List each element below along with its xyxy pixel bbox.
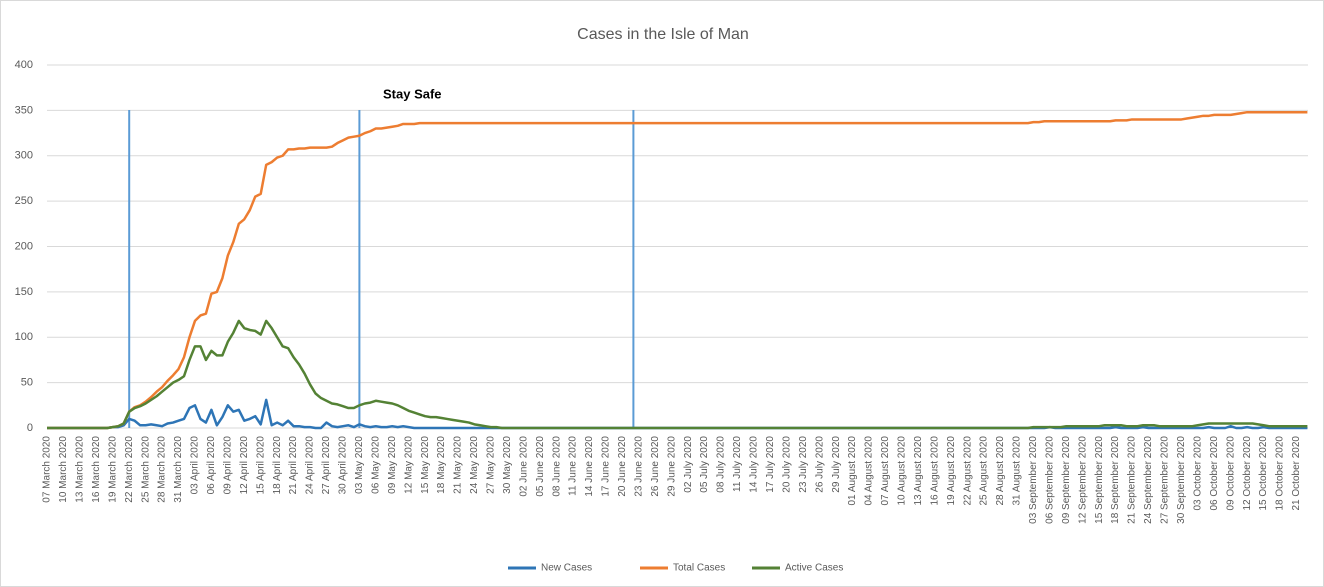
x-tick-label: 03 May 2020 — [354, 436, 365, 494]
x-tick-label: 05 June 2020 — [535, 436, 546, 497]
x-tick-label: 30 May 2020 — [502, 436, 513, 494]
x-tick-label: 27 April 2020 — [321, 436, 332, 495]
x-tick-label: 06 September 2020 — [1044, 436, 1055, 524]
y-tick-label: 100 — [15, 331, 33, 343]
x-tick-label: 23 June 2020 — [633, 436, 644, 497]
data-line — [47, 110, 1308, 430]
x-tick-label: 16 March 2020 — [91, 436, 102, 503]
x-tick-label: 06 May 2020 — [370, 436, 381, 494]
x-tick-label: 02 July 2020 — [683, 436, 694, 493]
x-tick-label: 15 May 2020 — [420, 436, 431, 494]
legend-item: Active Cases — [752, 563, 843, 574]
y-tick-label: 150 — [15, 286, 33, 298]
x-tick-label: 28 August 2020 — [995, 436, 1006, 506]
x-tick-label: 16 August 2020 — [929, 436, 940, 506]
x-tick-label: 09 October 2020 — [1225, 436, 1236, 511]
x-tick-label: 19 March 2020 — [107, 436, 118, 503]
x-tick-label: 27 September 2020 — [1160, 436, 1171, 524]
x-tick-label: 14 June 2020 — [584, 436, 595, 497]
x-tick-label: 24 September 2020 — [1143, 436, 1154, 524]
x-tick-label: 10 August 2020 — [897, 436, 908, 506]
x-tick-label: 09 September 2020 — [1061, 436, 1072, 524]
x-tick-label: 25 March 2020 — [140, 436, 151, 503]
x-tick-label: 09 May 2020 — [387, 436, 398, 494]
x-tick-label: 27 May 2020 — [486, 436, 497, 494]
y-tick-label: 400 — [15, 59, 33, 71]
y-tick-label: 250 — [15, 195, 33, 207]
x-tick-label: 15 April 2020 — [255, 436, 266, 495]
x-tick-label: 24 April 2020 — [305, 436, 316, 495]
y-tick-label: 50 — [21, 377, 33, 389]
y-tick-label: 0 — [27, 422, 33, 434]
x-tick-label: 26 June 2020 — [650, 436, 661, 497]
x-tick-label: 13 March 2020 — [75, 436, 86, 503]
legend-label: Total Cases — [673, 563, 725, 574]
x-tick-label: 20 June 2020 — [617, 436, 628, 497]
x-tick-label: 21 October 2020 — [1291, 436, 1302, 511]
x-tick-label: 29 July 2020 — [831, 436, 842, 493]
x-tick-label: 10 March 2020 — [58, 436, 69, 503]
x-tick-label: 26 July 2020 — [814, 436, 825, 493]
x-tick-label: 06 October 2020 — [1209, 436, 1220, 511]
x-tick-label: 15 October 2020 — [1258, 436, 1269, 511]
x-tick-label: 04 August 2020 — [864, 436, 875, 506]
x-tick-label: 22 March 2020 — [124, 436, 135, 503]
x-tick-label: 20 July 2020 — [781, 436, 792, 493]
x-tick-label: 01 August 2020 — [847, 436, 858, 506]
legend-label: Active Cases — [785, 563, 843, 574]
x-tick-label: 18 October 2020 — [1275, 436, 1286, 511]
y-tick-label: 300 — [15, 150, 33, 162]
x-tick-label: 30 September 2020 — [1176, 436, 1187, 524]
annotation: Stay Safe — [383, 86, 442, 101]
x-tick-label: 31 March 2020 — [173, 436, 184, 503]
x-tick-label: 12 May 2020 — [403, 436, 414, 494]
legend-item: Total Cases — [640, 563, 725, 574]
x-tick-label: 31 August 2020 — [1012, 436, 1023, 506]
x-tick-label: 07 March 2020 — [42, 436, 53, 503]
legend-item: New Cases — [508, 563, 592, 574]
x-tick-label: 08 July 2020 — [716, 436, 727, 493]
y-tick-label: 350 — [15, 104, 33, 116]
x-tick-label: 21 April 2020 — [288, 436, 299, 495]
x-tick-label: 15 September 2020 — [1094, 436, 1105, 524]
x-tick-label: 22 August 2020 — [962, 436, 973, 506]
x-tick-label: 09 April 2020 — [222, 436, 233, 495]
x-tick-label: 21 September 2020 — [1127, 436, 1138, 524]
x-tick-label: 05 July 2020 — [699, 436, 710, 493]
x-tick-label: 03 September 2020 — [1028, 436, 1039, 524]
chart-title: Cases in the Isle of Man — [577, 26, 749, 43]
legend-label: New Cases — [541, 563, 592, 574]
x-tick-label: 13 August 2020 — [913, 436, 924, 506]
x-tick-label: 21 May 2020 — [453, 436, 464, 494]
x-tick-label: 07 August 2020 — [880, 436, 891, 506]
x-tick-label: 18 April 2020 — [272, 436, 283, 495]
x-tick-label: 17 July 2020 — [765, 436, 776, 493]
x-tick-label: 18 May 2020 — [436, 436, 447, 494]
x-tick-label: 03 October 2020 — [1192, 436, 1203, 511]
x-tick-label: 18 September 2020 — [1110, 436, 1121, 524]
data-line — [47, 319, 1308, 430]
x-tick-label: 25 August 2020 — [979, 436, 990, 506]
x-tick-label: 06 April 2020 — [206, 436, 217, 495]
x-tick-label: 14 July 2020 — [749, 436, 760, 493]
x-tick-label: 19 August 2020 — [946, 436, 957, 506]
x-tick-label: 28 March 2020 — [157, 436, 168, 503]
x-tick-label: 11 July 2020 — [732, 436, 743, 492]
x-tick-label: 02 June 2020 — [518, 436, 529, 497]
x-tick-label: 17 June 2020 — [601, 436, 612, 497]
x-tick-label: 23 July 2020 — [798, 436, 809, 493]
x-tick-label: 12 October 2020 — [1242, 436, 1253, 511]
x-tick-label: 24 May 2020 — [469, 436, 480, 494]
x-tick-label: 30 April 2020 — [338, 436, 349, 495]
x-tick-label: 11 June 2020 — [568, 436, 579, 496]
x-tick-label: 08 June 2020 — [551, 436, 562, 497]
x-tick-label: 29 June 2020 — [666, 436, 677, 497]
x-tick-label: 12 September 2020 — [1077, 436, 1088, 524]
x-tick-label: 12 April 2020 — [239, 436, 250, 495]
y-tick-label: 200 — [15, 240, 33, 252]
x-tick-label: 03 April 2020 — [190, 436, 201, 495]
